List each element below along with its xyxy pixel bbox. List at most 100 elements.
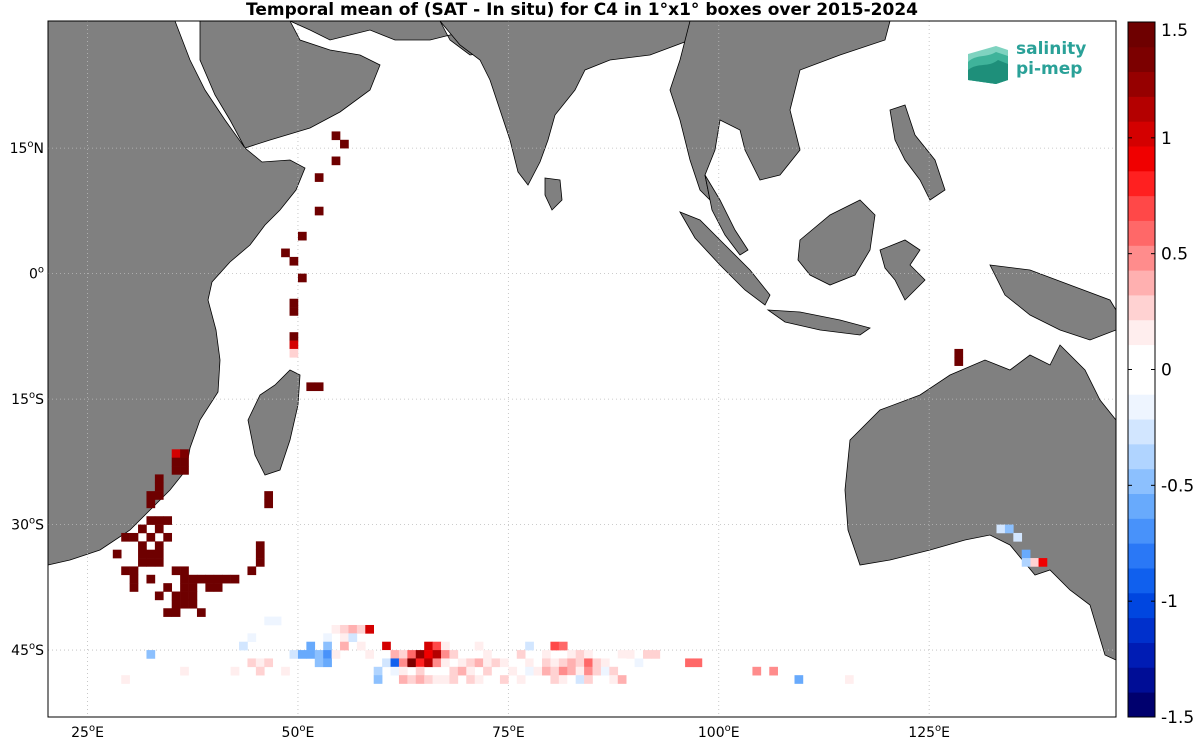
data-box [289, 332, 299, 341]
data-box [171, 457, 181, 467]
data-box [264, 499, 274, 509]
data-box [584, 650, 593, 659]
data-box [550, 641, 560, 651]
lat-tick-label: 15oN [10, 139, 44, 157]
colorbar-segment [1128, 22, 1155, 48]
data-box [466, 658, 475, 668]
data-box [592, 658, 602, 668]
lat-tick-label: 30oS [11, 516, 44, 534]
data-box [297, 231, 307, 241]
data-box [196, 608, 206, 617]
data-box [188, 591, 198, 601]
land-sumatra [679, 211, 771, 306]
data-box [449, 666, 459, 676]
data-box [609, 666, 619, 676]
data-box [474, 658, 484, 668]
data-box [121, 566, 130, 576]
data-box [289, 340, 299, 350]
data-box [1021, 549, 1031, 559]
data-box [331, 624, 341, 634]
data-box [390, 658, 400, 668]
land-madagascar [247, 369, 301, 476]
data-box [617, 675, 627, 684]
data-box [146, 491, 156, 500]
data-box [289, 298, 299, 308]
colorbar-segment [1128, 146, 1155, 172]
data-box [499, 675, 509, 684]
data-box [609, 675, 619, 684]
lon-tick-label: 50oE [282, 723, 315, 740]
colorbar-segment [1128, 493, 1155, 519]
data-box [146, 549, 156, 559]
data-box [129, 532, 139, 542]
data-box [255, 541, 265, 550]
colorbar-segment [1128, 96, 1155, 122]
data-box [272, 616, 282, 626]
data-box [508, 666, 518, 676]
data-box [146, 516, 156, 525]
colorbar-segment [1128, 121, 1155, 147]
colorbar-segment [1128, 245, 1155, 271]
colorbar-segment [1128, 71, 1155, 97]
colorbar-segment [1128, 319, 1155, 346]
data-box [180, 583, 189, 592]
data-box [550, 666, 560, 676]
data-box [600, 666, 610, 676]
data-box [1021, 558, 1031, 567]
data-box [138, 558, 147, 567]
data-box [314, 173, 324, 182]
data-box [558, 641, 568, 651]
data-box [449, 650, 459, 659]
data-box [314, 658, 324, 668]
colorbar-segment [1128, 295, 1155, 321]
data-box [584, 675, 593, 684]
data-box [441, 658, 450, 668]
data-box [626, 650, 635, 659]
data-box [255, 666, 265, 676]
data-box [390, 666, 400, 676]
data-box [365, 624, 375, 634]
data-box [424, 650, 433, 659]
data-box [584, 658, 593, 668]
land-arabia [199, 20, 381, 149]
data-box [297, 650, 307, 659]
data-box [996, 524, 1006, 534]
data-box [634, 650, 644, 659]
data-box [356, 641, 366, 651]
colorbar-segment [1128, 667, 1155, 693]
data-box [398, 650, 408, 659]
data-box [516, 650, 526, 659]
data-box [382, 641, 391, 651]
data-boxes [112, 131, 1048, 684]
data-box [213, 574, 223, 584]
data-box [154, 482, 164, 492]
data-box [146, 532, 156, 542]
data-box [558, 658, 568, 668]
data-box [154, 516, 164, 525]
data-box [466, 666, 475, 676]
data-box [575, 658, 585, 668]
data-box [188, 599, 198, 609]
colorbar-segment [1128, 518, 1155, 544]
data-box [129, 566, 139, 576]
data-box [112, 549, 122, 559]
data-box [432, 650, 442, 659]
data-box [306, 650, 316, 659]
lon-tick-label: 125oE [908, 723, 950, 740]
map-title: Temporal mean of (SAT - In situ) for C4 … [246, 0, 918, 20]
data-box [146, 499, 156, 509]
data-box [525, 666, 534, 676]
data-box [407, 658, 417, 668]
data-box [567, 658, 576, 668]
colorbar-segment [1128, 692, 1155, 718]
data-box [752, 666, 762, 676]
colorbar-segment [1128, 369, 1155, 395]
data-box [954, 348, 964, 358]
data-box [693, 658, 703, 668]
data-box [138, 541, 147, 550]
land-java [766, 309, 871, 336]
data-box [373, 666, 383, 676]
data-box [180, 574, 189, 584]
data-box [323, 633, 332, 643]
data-box [491, 658, 501, 668]
